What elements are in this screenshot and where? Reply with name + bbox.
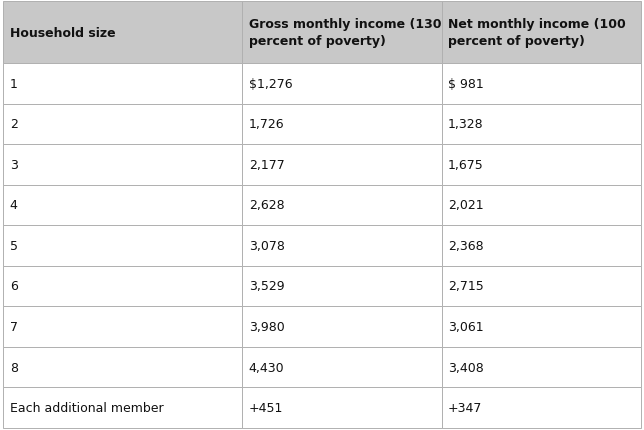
Bar (3, 266, 242, 307)
Text: $1,276: $1,276 (249, 77, 292, 91)
Text: Household size: Household size (10, 27, 115, 40)
Bar (242, 64, 442, 104)
Bar (242, 307, 442, 347)
Text: 2,628: 2,628 (249, 199, 285, 212)
Text: 3,078: 3,078 (249, 240, 285, 252)
Text: 3,980: 3,980 (249, 320, 285, 333)
Text: 3: 3 (10, 159, 17, 172)
Text: Each additional member: Each additional member (10, 401, 164, 414)
Bar (442, 387, 641, 428)
Text: 4: 4 (10, 199, 17, 212)
Bar (242, 104, 442, 145)
Bar (242, 2, 442, 64)
Bar (242, 145, 442, 185)
Bar (442, 104, 641, 145)
Bar (3, 347, 242, 387)
Text: +451: +451 (249, 401, 283, 414)
Bar (442, 185, 641, 226)
Text: 2,715: 2,715 (448, 280, 484, 293)
Bar (3, 387, 242, 428)
Text: 1,726: 1,726 (249, 118, 285, 131)
Bar (3, 185, 242, 226)
Bar (3, 104, 242, 145)
Bar (3, 2, 242, 64)
Text: 2,177: 2,177 (249, 159, 285, 172)
Text: +347: +347 (448, 401, 482, 414)
Text: 7: 7 (10, 320, 17, 333)
Bar (242, 387, 442, 428)
Bar (3, 307, 242, 347)
Bar (3, 64, 242, 104)
Text: 2,368: 2,368 (448, 240, 484, 252)
Bar (242, 266, 442, 307)
Bar (242, 347, 442, 387)
Text: 3,061: 3,061 (448, 320, 484, 333)
Text: 3,408: 3,408 (448, 361, 484, 374)
Text: 1,675: 1,675 (448, 159, 484, 172)
Bar (3, 145, 242, 185)
Text: $ 981: $ 981 (448, 77, 484, 91)
Text: Net monthly income (100
percent of poverty): Net monthly income (100 percent of pover… (448, 18, 626, 48)
Text: 2,021: 2,021 (448, 199, 484, 212)
Bar (442, 145, 641, 185)
Bar (442, 347, 641, 387)
Text: 8: 8 (10, 361, 17, 374)
Bar (242, 226, 442, 266)
Bar (442, 266, 641, 307)
Bar (442, 64, 641, 104)
Text: 1: 1 (10, 77, 17, 91)
Text: Gross monthly income (130
percent of poverty): Gross monthly income (130 percent of pov… (249, 18, 441, 48)
Bar (442, 226, 641, 266)
Bar (442, 307, 641, 347)
Text: 1,328: 1,328 (448, 118, 484, 131)
Bar (242, 185, 442, 226)
Bar (3, 226, 242, 266)
Text: 2: 2 (10, 118, 17, 131)
Text: 5: 5 (10, 240, 17, 252)
Text: 6: 6 (10, 280, 17, 293)
Bar (442, 2, 641, 64)
Text: 3,529: 3,529 (249, 280, 285, 293)
Text: 4,430: 4,430 (249, 361, 285, 374)
